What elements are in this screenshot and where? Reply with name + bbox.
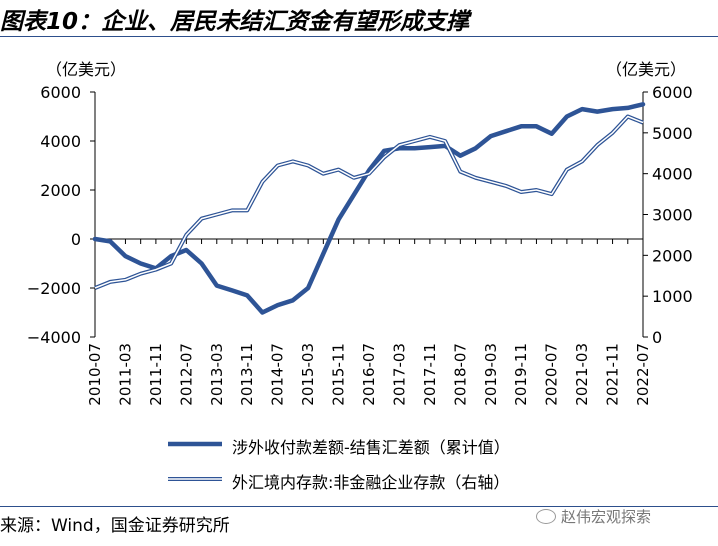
right-axis-unit: （亿美元） (606, 60, 687, 79)
footer-divider (0, 506, 718, 507)
x-tick-label: 2013-11 (238, 343, 256, 406)
left-tick-label: 2000 (40, 181, 81, 200)
watermark-text: 赵伟宏观探索 (561, 508, 652, 526)
right-tick-label: 1000 (652, 287, 693, 306)
right-tick-label: 3000 (652, 206, 693, 225)
x-tick-label: 2014-07 (269, 343, 287, 406)
x-tick-label: 2015-11 (330, 343, 348, 406)
x-tick-label: 2010-07 (86, 343, 104, 406)
wechat-icon (536, 509, 556, 524)
series-line-2-inner (94, 115, 644, 289)
x-tick-label: 2019-03 (482, 343, 500, 406)
x-tick-label: 2022-07 (634, 343, 652, 406)
left-tick-label: −4000 (27, 328, 81, 347)
line-chart: −4000 −2000 0 2000 4000 6000 0 1000 2000 3000 4000… (27, 83, 693, 481)
left-tick-label: −2000 (27, 279, 81, 298)
left-axis-unit: （亿美元） (46, 60, 127, 79)
x-tick-label: 2012-07 (177, 343, 195, 406)
series-line-1 (92, 102, 646, 315)
x-tick-label: 2016-07 (360, 343, 378, 406)
x-tick-label: 2021-11 (604, 343, 622, 406)
x-tick-label: 2019-11 (512, 343, 530, 406)
title-divider (0, 36, 718, 37)
legend-label-series-1: 涉外收付款差额-结售汇差额（累计值） (232, 438, 510, 457)
x-tick-label: 2018-07 (451, 343, 469, 406)
x-tick-label: 2011-03 (116, 343, 134, 406)
x-tick-label: 2011-11 (147, 343, 165, 406)
x-tick-label: 2017-03 (390, 343, 408, 406)
x-tick-label: 2013-03 (208, 343, 226, 406)
right-tick-label: 5000 (652, 124, 693, 143)
series-line-2 (94, 114, 644, 290)
source-note: 来源：Wind，国金证券研究所 (0, 516, 230, 536)
left-tick-label: 6000 (40, 83, 81, 102)
right-tick-label: 2000 (652, 246, 693, 265)
left-tick-label: 0 (71, 230, 81, 249)
right-tick-label: 6000 (652, 83, 693, 102)
right-tick-label: 0 (652, 328, 662, 347)
watermark: 赵伟宏观探索 (536, 506, 651, 527)
legend-label-series-2: 外汇境内存款:非金融企业存款（右轴） (232, 473, 510, 492)
right-tick-label: 4000 (652, 165, 693, 184)
x-tick-label: 2021-03 (573, 343, 591, 406)
x-tick-label: 2017-11 (421, 343, 439, 406)
x-tick-label: 2020-07 (543, 343, 561, 406)
left-tick-label: 4000 (40, 132, 81, 151)
chart-title: 图表10：企业、居民未结汇资金有望形成支撑 (0, 9, 470, 35)
x-tick-label: 2015-03 (299, 343, 317, 406)
